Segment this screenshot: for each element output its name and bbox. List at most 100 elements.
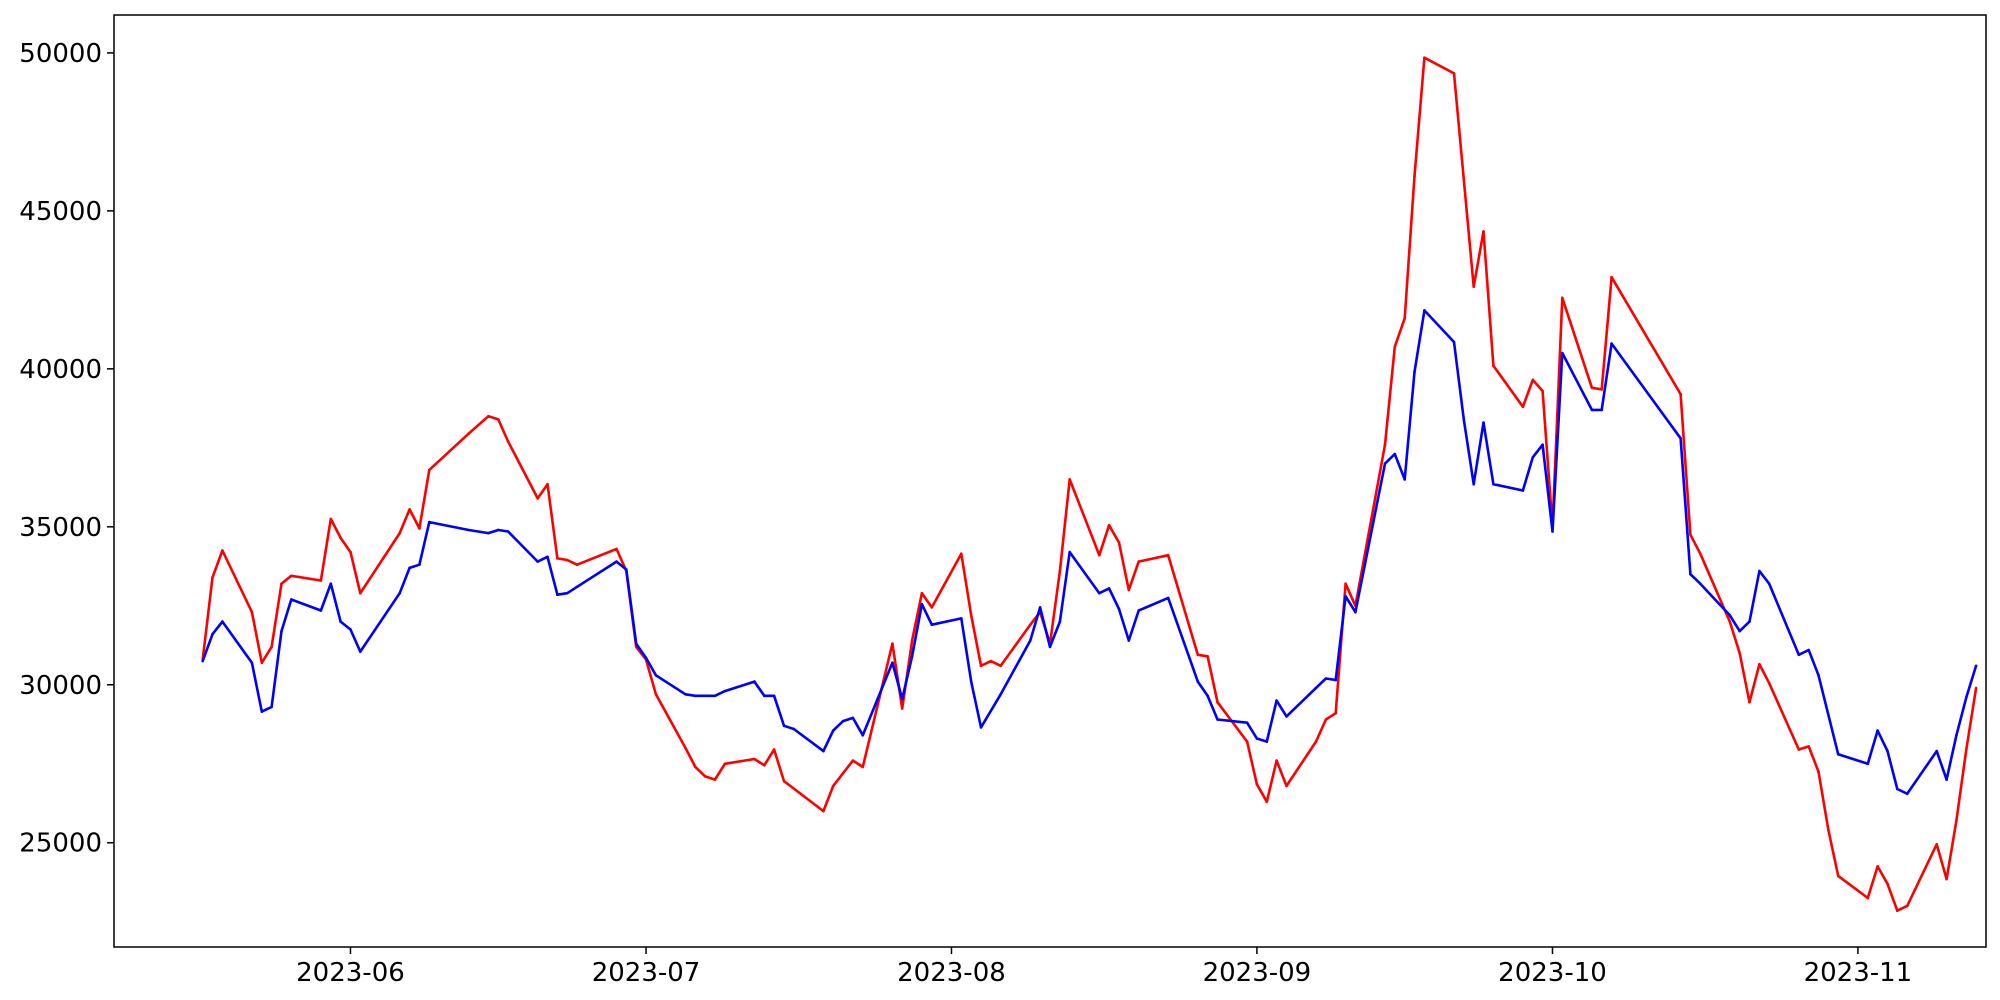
y-tick-label: 45000 [19,197,102,227]
series-2-point [1955,734,1958,737]
series-1-point [1117,541,1121,544]
series-2-point [753,680,756,683]
series-layer [201,56,1978,913]
series-1-point [428,468,431,472]
series-2-point [1166,596,1170,600]
series-2-point [1905,792,1909,796]
x-axis: 2023-06 2023-07 2023-08 2023-09 2023-10 2023-… [296,947,1912,988]
series-1-point [1758,662,1761,666]
series-2-point [634,642,638,645]
series-1-point [1600,388,1603,391]
series-2-point [969,680,973,683]
series-1-point [999,664,1002,668]
series-1-point [1029,623,1032,626]
series-2-point [644,656,648,660]
series-1-point [408,508,411,511]
series-1-point [575,563,579,566]
series-2-point [615,560,618,563]
series-1-point [398,531,402,535]
series-1-point [329,517,333,521]
series-1-point [487,414,490,418]
series-1-point [1107,523,1111,527]
series-2-point [1393,452,1397,456]
series-1-point [1216,700,1219,704]
series-2-point [891,661,894,664]
series-2-point [930,623,934,626]
series-2-point [1886,749,1889,753]
series-1-point [1344,582,1347,585]
series-2-point [1275,699,1278,702]
series-2-point [1590,408,1594,412]
series-2-point [428,520,431,524]
series-1-point [1689,533,1692,536]
series-1-point [221,549,224,552]
series-2-point [1107,587,1111,590]
series-1-point [861,765,865,769]
series-2-point [1748,620,1751,623]
y-tick-label: 50000 [19,39,102,69]
series-2-point [684,693,687,696]
series-1 [201,56,1978,913]
series-1-point [1817,770,1820,773]
series-2-point [822,749,825,753]
series-1-point [763,764,766,767]
series-1-point [290,574,293,578]
series-1-point [339,536,342,540]
series-2-point [349,628,352,631]
series-2-point [763,694,766,698]
series-1-point [1265,800,1269,803]
series-2-point [536,560,539,563]
series-1-point [319,579,323,582]
series-1-point [260,661,264,664]
series-2-point [1452,340,1456,344]
series-2-point [723,689,727,693]
series-2-point [979,726,983,729]
plot-frame [113,14,1987,948]
series-1-point [546,482,549,486]
x-tick-label: 2023-08 [897,958,1006,988]
series-1-point [1767,681,1771,685]
series-2-point [1383,462,1387,465]
series-2-point [1836,753,1840,756]
series-2-point [1462,418,1466,421]
series-1-point [1886,882,1889,886]
series-2-point [506,530,510,533]
series-2-point [1206,694,1209,698]
series-1-point [1472,285,1475,289]
series-1-point [280,582,283,585]
series-2-point [1679,437,1682,440]
series-2-point [467,528,471,532]
series-2-point [418,563,421,566]
series-2-point [841,719,845,723]
x-tick-label: 2023-06 [296,958,405,988]
series-1-point [1285,784,1288,788]
series-1-point [1521,405,1525,409]
series-2-point [1117,607,1121,611]
y-tick-label: 25000 [19,829,102,859]
series-2-point [260,710,264,713]
series-2-point [270,705,273,709]
series-1-point [1797,748,1801,751]
series-1-point [418,527,421,530]
series-1-point [1452,72,1456,75]
series-1-point [615,547,618,551]
series-1-point [989,659,993,663]
series-1-point [1561,296,1564,300]
series-1-point [1974,686,1978,690]
series-1-point [1068,478,1071,481]
series-1-line [201,56,1978,913]
series-2-point [1876,729,1879,732]
series-1-point [920,591,924,595]
series-2-point [703,694,707,698]
series-2-point [792,727,796,731]
series-1-point [1531,378,1535,382]
series-2-point [408,566,411,570]
series-1-point [497,418,500,421]
series-1-point [1541,389,1544,393]
series-1-point [1334,711,1337,715]
series-1-point [1492,364,1495,368]
y-tick-label: 35000 [19,513,102,543]
series-2-point [1551,530,1554,533]
series-2-point [1896,787,1899,791]
series-2-point [1403,478,1406,481]
